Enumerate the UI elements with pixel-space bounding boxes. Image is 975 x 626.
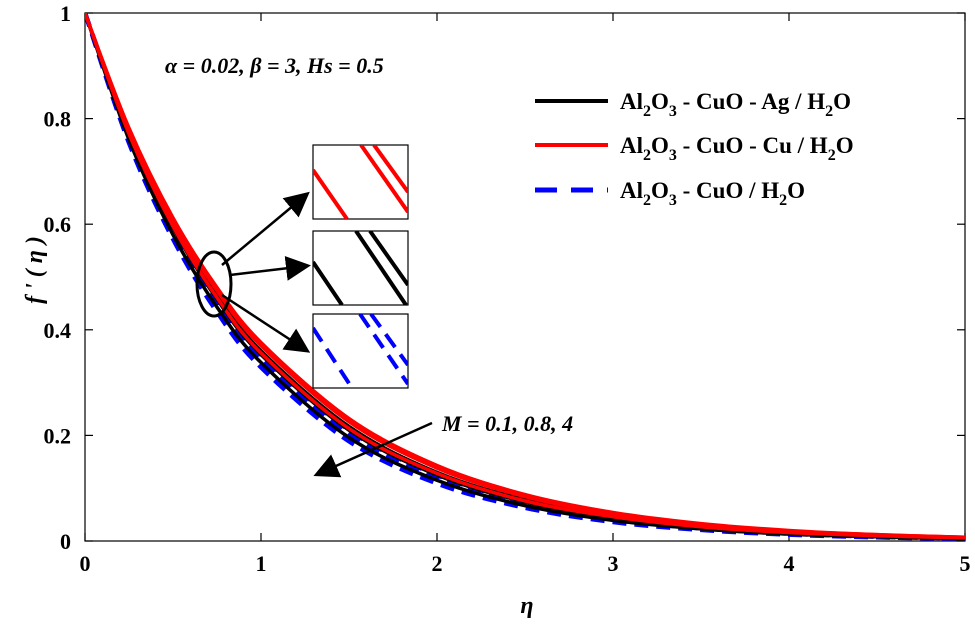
inset-box-cu [312,144,409,220]
legend-label-part: 2 [643,103,651,120]
x-tick-label: 1 [256,551,267,576]
series-line-1-2 [85,13,965,540]
inset-curves-0 [313,145,408,219]
legend-label-part: 2 [643,147,651,164]
legend-label-part: 2 [643,192,651,209]
parameter-annotation: α = 0.02, β = 3, Hs = 0.5 [165,53,384,78]
inset-line-0-0 [313,168,349,219]
x-tick-label: 2 [432,551,443,576]
y-axis-label: f ' ( η ) [22,236,48,304]
legend-label-1: Al2O3 - CuO - Cu / H2O [620,133,854,164]
x-tick-label: 3 [608,551,619,576]
y-tick-label: 1 [60,1,71,26]
legend-label-2: Al2O3 - CuO / H2O [620,178,805,209]
zoom-ellipse [195,250,233,318]
legend-label-part: 3 [669,103,677,120]
inset-line-0-1 [359,145,408,214]
inset-line-1-1 [354,231,408,305]
legend-label-part: O [651,89,669,114]
y-tick-label: 0.8 [44,107,72,132]
y-tick-label: 0.6 [44,212,72,237]
x-tick-label: 4 [784,551,795,576]
axis-ticks [84,12,966,542]
legend-label-part: 3 [669,192,677,209]
x-tick-label: 0 [80,551,91,576]
x-tick-label: 5 [960,551,971,576]
legend-label-part: O [651,133,669,158]
legend-label-part: O [787,178,805,203]
legend-label-part: 2 [825,103,833,120]
legend-label-part: 2 [828,147,836,164]
y-tick-label: 0.4 [44,318,72,343]
legend-label-part: - CuO - Cu / H [677,133,828,158]
series-lines [85,13,965,541]
legend-label-part: 2 [779,192,787,209]
legend-label-part: O [651,178,669,203]
zoom-arrow-top [221,191,310,266]
m-trend-arrow [313,421,433,478]
x-axis-label: η [520,593,533,619]
legend-label-part: Al [620,133,643,158]
legend-label-part: O [833,89,851,114]
inset-box-ag [312,230,409,306]
inset-curves-2 [313,314,408,388]
legend-label-part: 3 [669,147,677,164]
inset-line-0-2 [372,145,408,194]
y-tick-label: 0.2 [44,423,72,448]
inset-line-1-2 [368,231,408,287]
legend-label-part: Al [620,89,643,114]
inset-curves-1 [313,231,408,305]
legend-label-part: Al [620,178,643,203]
legend-label-part: - CuO - Ag / H [677,89,825,114]
m-annotation: M = 0.1, 0.8, 4 [441,411,573,436]
inset-line-2-1 [358,314,408,386]
zoom-arrow-bottom [221,293,311,353]
inset-line-2-2 [369,314,408,367]
tick-labels: 0 1 2 3 4 5 0 0.2 0.4 0.6 0.8 1 [44,1,971,576]
legend-label-part: - CuO / H [677,178,779,203]
inset-line-2-0 [313,326,354,388]
y-tick-label: 0 [60,529,71,554]
inset-line-1-0 [313,260,344,305]
zoom-arrow-middle [229,255,311,281]
legend-label-part: O [836,133,854,158]
inset-lines [313,145,408,388]
legend-label-0: Al2O3 - CuO - Ag / H2O [620,89,851,120]
